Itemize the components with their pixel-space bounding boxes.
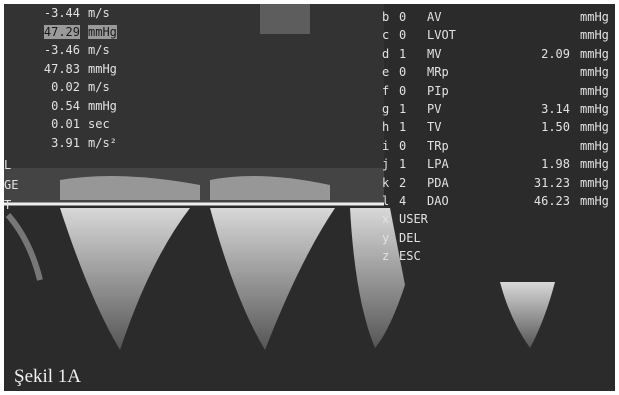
measurement-unit: m/s (88, 80, 110, 94)
menu-value: 2.09 (541, 47, 570, 61)
edge-label: GE (4, 178, 18, 192)
screenshot: Şekil 1A -3.44 m/s 47.29 mmHg -3.46 m/s 47.83 m… (0, 0, 619, 395)
menu-label: ESC (399, 249, 421, 263)
edge-label: T (4, 198, 11, 212)
menu-count: 2 (399, 176, 406, 190)
menu-key: x (382, 212, 389, 226)
menu-unit: mmHg (580, 65, 609, 79)
menu-key: k (382, 176, 389, 190)
menu-key: i (382, 139, 389, 153)
menu-label: PDA (427, 176, 449, 190)
measurement-unit: mmHg (88, 25, 117, 39)
menu-count: 0 (399, 84, 406, 98)
menu-unit: mmHg (580, 84, 609, 98)
menu-count: 1 (399, 47, 406, 61)
menu-label: DAO (427, 194, 449, 208)
menu-label: AV (427, 10, 441, 24)
measurement-value: 0.01 (51, 117, 80, 131)
menu-unit: mmHg (580, 102, 609, 116)
menu-value: 1.50 (541, 120, 570, 134)
menu-unit: mmHg (580, 139, 609, 153)
menu-key: l (382, 194, 389, 208)
measurement-unit: mmHg (88, 99, 117, 113)
doppler-image (0, 0, 619, 395)
menu-count: 1 (399, 102, 406, 116)
menu-value: 3.14 (541, 102, 570, 116)
menu-unit: mmHg (580, 47, 609, 61)
menu-key: h (382, 120, 389, 134)
menu-label: PV (427, 102, 441, 116)
menu-key: c (382, 28, 389, 42)
measurement-value: 3.91 (51, 136, 80, 150)
measurement-value: 47.29 (44, 25, 80, 39)
menu-count: 1 (399, 120, 406, 134)
menu-label: MRp (427, 65, 449, 79)
menu-key: e (382, 65, 389, 79)
menu-label: LPA (427, 157, 449, 171)
measurement-value: -3.46 (44, 43, 80, 57)
measurement-unit: m/s² (88, 136, 117, 150)
measurement-unit: m/s (88, 43, 110, 57)
menu-unit: mmHg (580, 157, 609, 171)
menu-key: y (382, 231, 389, 245)
menu-label: USER (399, 212, 428, 226)
menu-count: 0 (399, 10, 406, 24)
measurement-unit: mmHg (88, 62, 117, 76)
menu-key: g (382, 102, 389, 116)
menu-unit: mmHg (580, 194, 609, 208)
menu-value: 31.23 (534, 176, 570, 190)
menu-label: TV (427, 120, 441, 134)
measurement-value: -3.44 (44, 6, 80, 20)
menu-key: f (382, 84, 389, 98)
menu-key: z (382, 249, 389, 263)
menu-label: DEL (399, 231, 421, 245)
menu-count: 0 (399, 65, 406, 79)
menu-key: b (382, 10, 389, 24)
menu-unit: mmHg (580, 28, 609, 42)
caption: Şekil 1A (14, 366, 81, 388)
menu-count: 1 (399, 157, 406, 171)
menu-label: TRp (427, 139, 449, 153)
measurement-value: 0.02 (51, 80, 80, 94)
edge-label: L (4, 158, 11, 172)
measurement-unit: sec (88, 117, 110, 131)
menu-value: 46.23 (534, 194, 570, 208)
menu-count: 0 (399, 139, 406, 153)
menu-key: d (382, 47, 389, 61)
menu-count: 0 (399, 28, 406, 42)
menu-unit: mmHg (580, 176, 609, 190)
menu-label: MV (427, 47, 441, 61)
measurement-unit: m/s (88, 6, 110, 20)
measurement-value: 0.54 (51, 99, 80, 113)
menu-count: 4 (399, 194, 406, 208)
menu-unit: mmHg (580, 10, 609, 24)
menu-label: PIp (427, 84, 449, 98)
menu-value: 1.98 (541, 157, 570, 171)
measurement-value: 47.83 (44, 62, 80, 76)
menu-label: LVOT (427, 28, 456, 42)
menu-key: j (382, 157, 389, 171)
menu-unit: mmHg (580, 120, 609, 134)
